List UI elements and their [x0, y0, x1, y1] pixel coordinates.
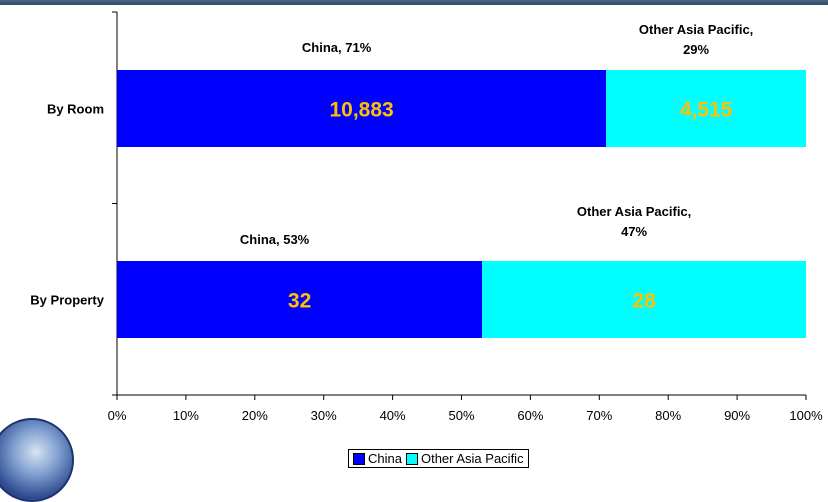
top-band	[0, 0, 828, 5]
x-tick-label-10: 100%	[789, 408, 823, 423]
x-tick-label-4: 40%	[380, 408, 406, 423]
company-logo	[0, 418, 74, 502]
share-label-china-by-property: China, 53%	[240, 232, 310, 247]
value-label-china-by-room: 10,883	[329, 99, 393, 122]
chart-legend: China Other Asia Pacific	[348, 449, 529, 468]
stacked-bar-chart: 0% 10% 20% 30% 40% 50% 60% 70% 80% 90% 100% By Room…	[30, 11, 823, 423]
value-label-other-asia-pacific-by-room: 4,515	[680, 99, 733, 122]
legend-item-china: China	[353, 451, 402, 466]
bar-china-by-room	[117, 70, 607, 147]
legend-label-china: China	[368, 451, 402, 466]
category-label-by-room: By Room	[47, 102, 104, 117]
share-label-other-asia-pacific-by-room: Other Asia Pacific, 29%	[639, 22, 753, 57]
legend-swatch-other-asia-pacific	[405, 452, 418, 465]
x-tick-label-3: 30%	[311, 408, 337, 423]
legend-swatch-china	[353, 452, 365, 465]
x-tick-label-5: 50%	[448, 408, 474, 423]
share-label-other-asia-pacific-by-property: Other Asia Pacific, 47%	[577, 204, 691, 239]
x-tick-label-6: 60%	[517, 408, 543, 423]
legend-label-other-asia-pacific: Other Asia Pacific	[420, 451, 524, 466]
bar-china-by-property	[117, 261, 483, 338]
bar-other-asia-pacific-by-room	[606, 70, 806, 147]
x-tick-label-7: 70%	[586, 408, 612, 423]
x-tick-label-0: 0%	[108, 408, 127, 423]
share-label-china-by-room: China, 71%	[302, 40, 372, 55]
x-tick-label-9: 90%	[724, 408, 750, 423]
bar-other-asia-pacific-by-property	[482, 261, 806, 338]
category-label-by-property: By Property	[30, 293, 104, 308]
x-tick-label-1: 10%	[173, 408, 199, 423]
x-tick-label-2: 20%	[242, 408, 268, 423]
legend-item-other-asia-pacific: Other Asia Pacific	[405, 451, 524, 466]
x-tick-label-8: 80%	[655, 408, 681, 423]
value-label-china-by-property: 32	[288, 290, 311, 313]
value-label-other-asia-pacific-by-property: 28	[632, 290, 656, 313]
